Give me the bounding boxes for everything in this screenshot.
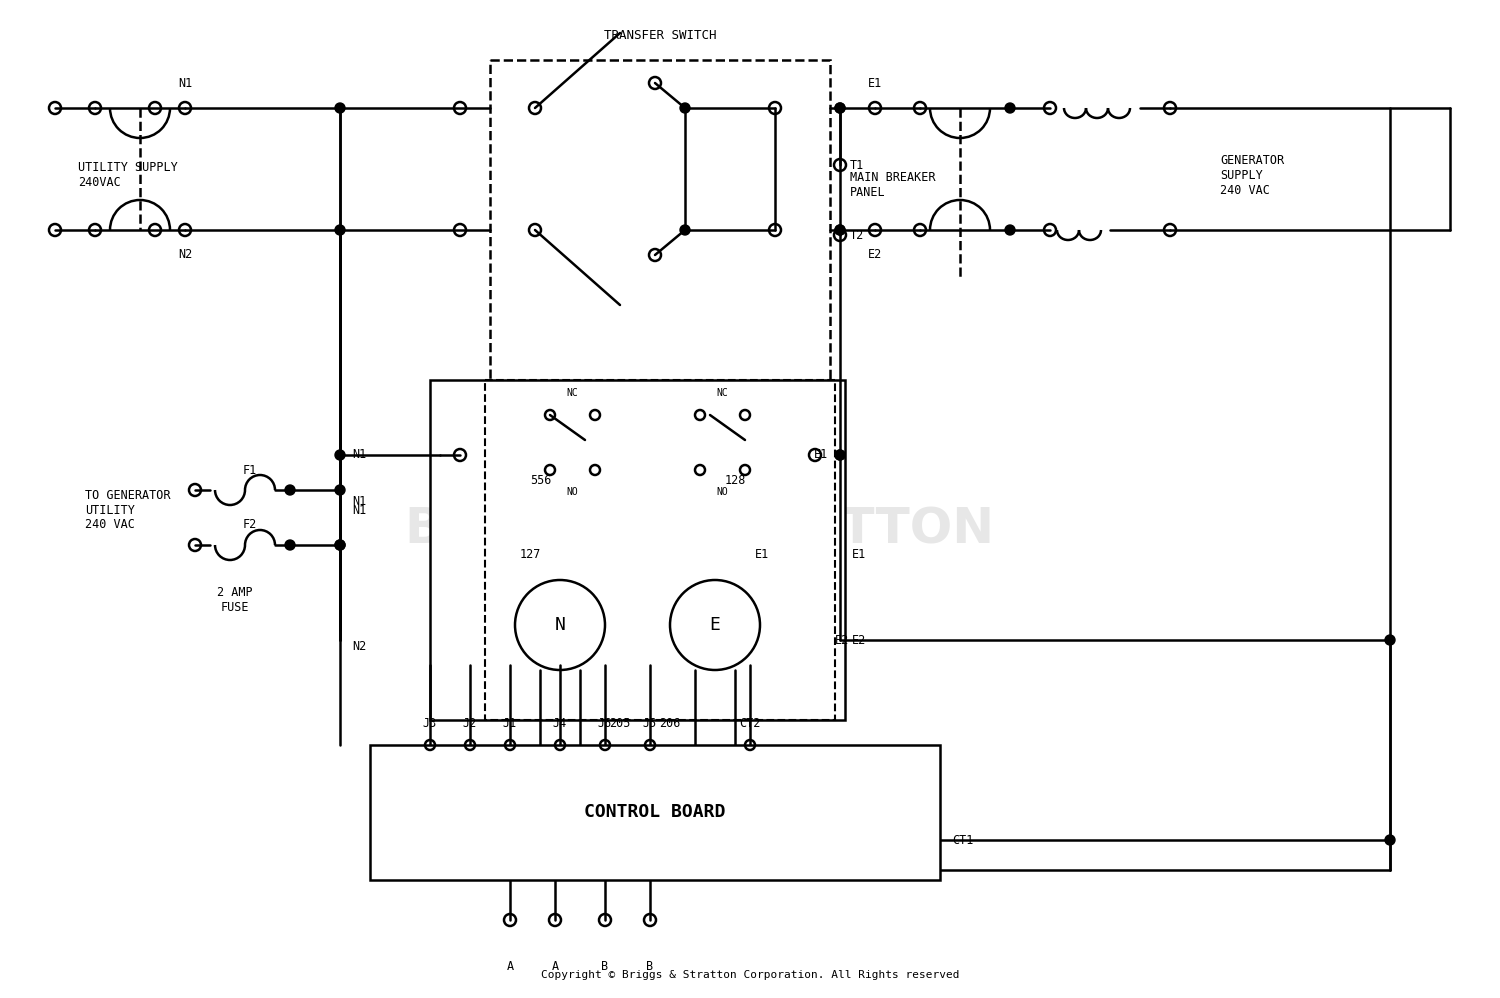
Circle shape <box>1384 635 1395 645</box>
Text: 2 AMP
FUSE: 2 AMP FUSE <box>217 586 254 614</box>
Text: NO: NO <box>566 487 578 497</box>
Circle shape <box>836 225 844 235</box>
Circle shape <box>836 225 844 235</box>
Circle shape <box>836 103 844 113</box>
Text: N1: N1 <box>178 77 192 90</box>
Text: E1: E1 <box>813 448 828 461</box>
Text: N2: N2 <box>178 248 192 261</box>
Text: 205: 205 <box>609 717 630 730</box>
Text: NO: NO <box>716 487 728 497</box>
Bar <box>490 60 830 535</box>
Text: UTILITY SUPPLY
240VAC: UTILITY SUPPLY 240VAC <box>78 161 177 189</box>
Text: A: A <box>552 960 558 973</box>
Circle shape <box>334 540 345 550</box>
Circle shape <box>680 225 690 235</box>
Circle shape <box>836 450 844 460</box>
Circle shape <box>334 485 345 495</box>
Text: N1: N1 <box>352 504 366 517</box>
Text: E: E <box>710 616 720 634</box>
Text: B: B <box>646 960 654 973</box>
Text: E2: E2 <box>852 634 867 647</box>
Circle shape <box>836 103 844 113</box>
Circle shape <box>334 540 345 550</box>
Text: F2: F2 <box>243 519 256 532</box>
Circle shape <box>285 485 296 495</box>
Text: 556: 556 <box>530 473 552 486</box>
Text: E1: E1 <box>754 549 770 562</box>
Circle shape <box>334 225 345 235</box>
Text: MAIN BREAKER
PANEL: MAIN BREAKER PANEL <box>850 171 936 199</box>
Bar <box>430 380 844 720</box>
Text: E1: E1 <box>868 77 882 90</box>
Text: J2: J2 <box>464 717 477 730</box>
Circle shape <box>285 540 296 550</box>
Text: J6: J6 <box>598 717 612 730</box>
Text: N2: N2 <box>352 640 366 653</box>
Text: J5: J5 <box>644 717 657 730</box>
Circle shape <box>1005 103 1016 113</box>
Text: BRIGGS & STRATTON: BRIGGS & STRATTON <box>405 506 994 554</box>
Text: TRANSFER SWITCH: TRANSFER SWITCH <box>603 29 717 42</box>
Circle shape <box>334 450 345 460</box>
Circle shape <box>334 103 345 113</box>
Circle shape <box>1384 835 1395 845</box>
Bar <box>484 380 836 720</box>
Text: T2: T2 <box>850 229 864 242</box>
Text: NC: NC <box>566 388 578 398</box>
Text: CONTROL BOARD: CONTROL BOARD <box>585 803 726 821</box>
Text: E1: E1 <box>852 549 867 562</box>
Text: Copyright © Briggs & Stratton Corporation. All Rights reserved: Copyright © Briggs & Stratton Corporatio… <box>540 970 960 980</box>
Text: N1: N1 <box>352 448 366 461</box>
Text: F1: F1 <box>243 463 256 476</box>
Text: J3: J3 <box>423 717 436 730</box>
Text: 206: 206 <box>660 717 681 730</box>
Text: CT1: CT1 <box>952 833 974 846</box>
Circle shape <box>1005 225 1016 235</box>
Text: CT2: CT2 <box>740 717 760 730</box>
Text: T1: T1 <box>850 159 864 172</box>
Text: J4: J4 <box>554 717 567 730</box>
Text: N: N <box>555 616 566 634</box>
Circle shape <box>836 450 844 460</box>
Text: TO GENERATOR
UTILITY
240 VAC: TO GENERATOR UTILITY 240 VAC <box>86 488 171 532</box>
Text: GENERATOR
SUPPLY
240 VAC: GENERATOR SUPPLY 240 VAC <box>1220 154 1284 197</box>
Text: J1: J1 <box>503 717 518 730</box>
Text: B: B <box>602 960 609 973</box>
Text: A: A <box>507 960 513 973</box>
Text: NC: NC <box>716 388 728 398</box>
Text: N1: N1 <box>352 495 366 508</box>
Circle shape <box>680 103 690 113</box>
Text: E2: E2 <box>836 634 849 647</box>
Text: 128: 128 <box>724 473 747 486</box>
Text: 127: 127 <box>520 549 542 562</box>
Bar <box>370 745 940 880</box>
Text: E2: E2 <box>868 248 882 261</box>
